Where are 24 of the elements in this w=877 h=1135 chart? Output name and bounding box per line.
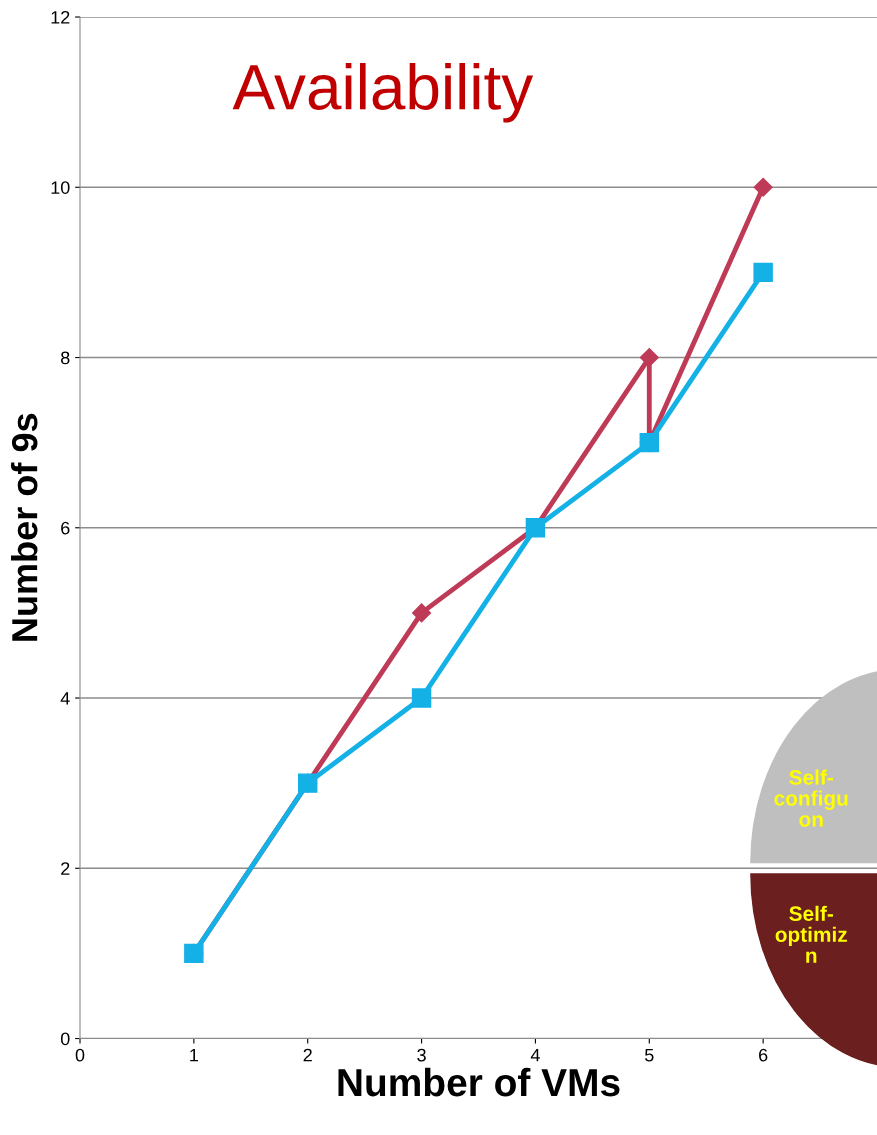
x-tick-label: 4 (530, 1048, 540, 1062)
y-axis-title: Number of 9s (10, 413, 38, 641)
x-tick-label: 5 (644, 1048, 654, 1062)
y-tick-label: 10 (51, 181, 70, 194)
point (639, 347, 659, 368)
point (411, 688, 432, 708)
y-tick-label: 0 (60, 1032, 70, 1046)
x-tick-label: 3 (417, 1048, 426, 1062)
y-tick-label: 12 (51, 10, 70, 24)
x-tick-label: 0 (75, 1048, 85, 1062)
x-tick-label: 1 (190, 1048, 198, 1062)
annotation: Self- configu on (774, 769, 848, 827)
point (753, 262, 773, 283)
x-tick-label: 2 (303, 1048, 312, 1062)
y-tick-label: 4 (60, 692, 70, 705)
y-tick-label: 6 (61, 521, 70, 535)
point (412, 603, 432, 623)
annotation: Self- optimiz n (775, 905, 847, 963)
x-tick-label: 6 (759, 1048, 768, 1062)
point (753, 177, 773, 197)
y-tick-label: 8 (61, 351, 70, 365)
y-tick-label: 2 (61, 862, 70, 875)
text: Availability (232, 62, 534, 123)
x-axis-title: Number of VMs (338, 1067, 620, 1097)
